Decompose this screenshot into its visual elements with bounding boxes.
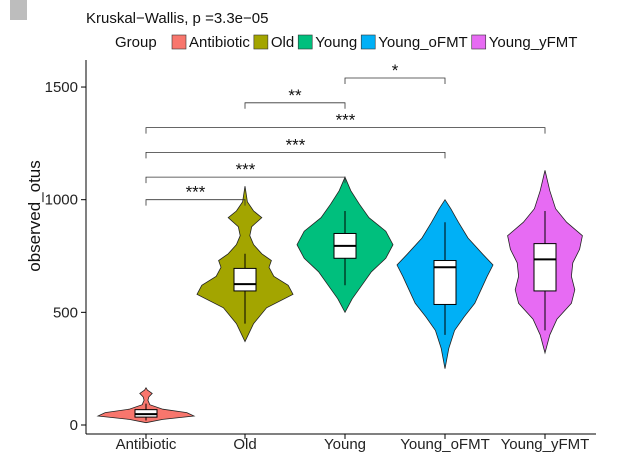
box-old (233, 267, 257, 292)
significance-bracket (344, 77, 446, 85)
y-tick-label: 1500 (45, 79, 78, 96)
legend-swatch-young-yfmt (471, 34, 487, 50)
legend-label: Antibiotic (189, 34, 250, 51)
x-tick-label: Young_yFMT (501, 436, 590, 453)
legend-items: Antibiotic Old Young Young_oFMT Young_yFMT (171, 34, 578, 51)
significance-label: *** (286, 135, 306, 154)
significance-label: * (392, 61, 399, 80)
significance-label: *** (336, 111, 356, 130)
legend-label: Young_oFMT (378, 34, 468, 51)
legend-label: Young (315, 34, 357, 51)
significance-bracket (145, 151, 446, 159)
x-axis-ticks: Antibiotic Old Young Young_oFMT Young_yFMT (116, 434, 590, 453)
y-axis-label: observed_otus (25, 160, 44, 272)
significance-bracket (145, 176, 346, 184)
chart-title: Kruskal−Wallis, p =3.3e−05 (86, 10, 268, 27)
legend-swatch-young (297, 34, 313, 50)
y-tick-label: 0 (70, 417, 78, 434)
y-axis-ticks: 0 500 1000 1500 (45, 79, 86, 434)
y-tick-label: 1000 (45, 192, 78, 209)
significance-brackets: *************** (145, 61, 546, 206)
x-tick-label: Old (233, 436, 256, 453)
legend-title: Group (115, 34, 157, 51)
significance-label: *** (186, 183, 206, 202)
significance-bracket (145, 127, 546, 134)
significance-label: ** (288, 86, 302, 105)
violins (96, 170, 583, 424)
legend-swatch-young-ofmt (360, 34, 376, 50)
legend: Group Antibiotic Old Young Young_oFMT Young_… (115, 34, 577, 51)
y-tick-label: 500 (53, 304, 78, 321)
significance-bracket (145, 199, 246, 206)
legend-swatch-antibiotic (171, 34, 187, 50)
x-tick-label: Young (324, 436, 366, 453)
box-young-yfmt (533, 243, 557, 292)
significance-bracket (244, 102, 346, 109)
legend-swatch-old (253, 34, 269, 50)
box-young-ofmt (433, 260, 457, 305)
x-tick-label: Antibiotic (116, 436, 177, 453)
legend-label: Young_yFMT (489, 34, 578, 51)
legend-label: Old (271, 34, 294, 51)
x-tick-label: Young_oFMT (400, 436, 490, 453)
significance-label: *** (236, 160, 256, 179)
panel-marker (10, 0, 27, 20)
